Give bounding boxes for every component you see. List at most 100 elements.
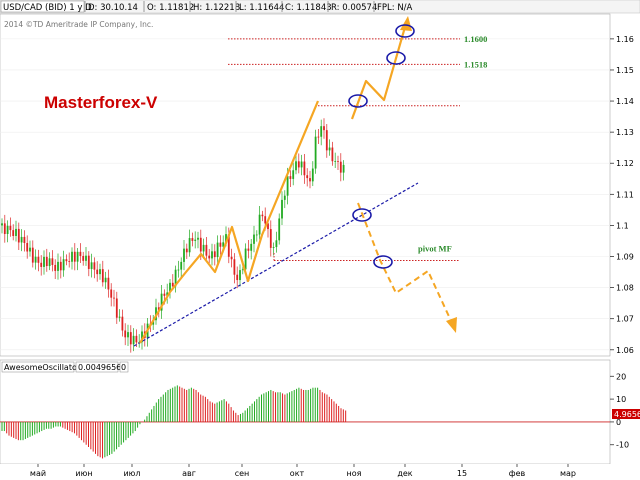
candle-body xyxy=(272,247,275,248)
candle-body xyxy=(250,243,253,251)
candle-body xyxy=(236,274,239,281)
ellipse-marker xyxy=(373,255,393,269)
candle-body xyxy=(199,237,202,252)
candle-body xyxy=(244,248,247,270)
candle-body xyxy=(323,126,325,131)
price-tick-label: 1.16 xyxy=(616,35,634,44)
time-tick-label: окт xyxy=(290,469,305,478)
oscillator-zero-label: 0 xyxy=(121,363,126,372)
price-tick-label: 1.15 xyxy=(616,66,634,75)
time-tick-label: май xyxy=(30,469,46,478)
candle-body xyxy=(51,258,54,265)
candle-body xyxy=(261,214,264,217)
price-tick-label: 1.1 xyxy=(616,221,629,230)
time-tick-label: фев xyxy=(509,469,526,478)
candle-body xyxy=(241,269,244,271)
candle-body xyxy=(82,255,85,261)
candle-body xyxy=(219,242,222,247)
candle-body xyxy=(48,258,51,267)
time-tick-label: авг xyxy=(182,469,196,478)
candle-body xyxy=(169,282,171,293)
price-tick-label: 1.14 xyxy=(616,97,634,106)
candle-body xyxy=(37,256,40,263)
candle-body xyxy=(183,248,185,262)
time-axis: май июн июл авг сен окт ноя дек 15 фев мар xyxy=(30,464,576,478)
candle-body xyxy=(337,161,339,162)
ellipse-marker xyxy=(395,24,415,38)
candle-body xyxy=(211,251,213,259)
candle-body xyxy=(163,293,166,296)
candle-body xyxy=(160,293,163,311)
trendline-group xyxy=(133,182,419,347)
candle-body xyxy=(31,247,34,263)
candle-body xyxy=(124,330,127,338)
fpl-label: FPL: N/A xyxy=(377,3,413,13)
candle-body xyxy=(129,332,132,345)
candle-body xyxy=(328,147,331,151)
price-pane[interactable] xyxy=(0,13,611,357)
candle-body xyxy=(96,269,99,275)
candle-body xyxy=(73,251,76,262)
candle-body xyxy=(297,161,300,168)
time-tick-label: мар xyxy=(560,469,576,478)
candle-body xyxy=(115,298,118,318)
candle-body xyxy=(65,259,68,262)
candle-body xyxy=(20,236,23,243)
candle-body xyxy=(113,297,115,299)
candle-body xyxy=(54,264,57,271)
candle-body xyxy=(104,277,107,283)
candle-body xyxy=(303,161,306,176)
candle-body xyxy=(225,234,227,243)
candle-body xyxy=(85,255,87,261)
oscillator-value: 0.0049656 xyxy=(78,363,121,372)
candle-body xyxy=(300,161,303,168)
oscillator-title: AwesomeOscillator xyxy=(4,363,81,372)
osc-tick-label: 0 xyxy=(616,418,621,427)
candle-body xyxy=(309,178,311,182)
candle-body xyxy=(23,236,26,243)
candle-body xyxy=(99,269,101,275)
candle-body xyxy=(26,242,29,252)
support-trendline xyxy=(133,182,419,347)
candle-body xyxy=(62,259,65,271)
price-tick-label: 1.11 xyxy=(616,190,634,199)
candle-body xyxy=(317,136,320,138)
symbol-label[interactable]: USD/CAD (BID) 1 y D xyxy=(3,3,92,13)
range-label: R: 0.00574 xyxy=(331,3,377,13)
candle-body xyxy=(258,214,261,235)
close-label: C: 1.11843 xyxy=(285,3,332,13)
candle-body xyxy=(43,256,45,267)
candle-body xyxy=(314,136,317,169)
candle-body xyxy=(325,130,328,151)
oscillator-bars xyxy=(1,385,347,459)
price-axis: 1.16 1.15 1.14 1.13 1.12 1.11 1.1 1.09 1.08 1.07 1… xyxy=(610,35,634,355)
candle-body xyxy=(166,292,169,296)
price-tick-label: 1.09 xyxy=(616,253,634,262)
candle-body xyxy=(295,161,297,171)
price-tick-label: 1.13 xyxy=(616,128,634,137)
candle-body xyxy=(208,255,211,259)
price-badge-text: 4.9656 xyxy=(614,410,640,419)
oscillator-pane[interactable] xyxy=(0,359,611,465)
osc-tick-label: 10 xyxy=(616,395,626,404)
ellipse-marker xyxy=(348,94,368,108)
candle-body xyxy=(171,282,174,287)
level-label: pivot MF xyxy=(418,244,452,254)
price-tick-label: 1.07 xyxy=(616,315,634,324)
candle-body xyxy=(339,161,342,173)
osc-tick-label: -10 xyxy=(616,441,629,450)
candle-body xyxy=(275,240,278,248)
candle-body xyxy=(57,261,59,271)
candle-body xyxy=(180,261,183,270)
candle-body xyxy=(213,251,216,258)
candle-body xyxy=(247,248,250,251)
candle-body xyxy=(59,261,62,271)
candle-body xyxy=(264,216,267,224)
candle-body xyxy=(9,225,12,231)
candle-body xyxy=(311,168,314,182)
candle-body xyxy=(191,238,194,241)
candle-body xyxy=(135,335,138,343)
candle-body xyxy=(3,223,6,235)
candle-body xyxy=(79,251,82,256)
candle-body xyxy=(29,247,31,252)
